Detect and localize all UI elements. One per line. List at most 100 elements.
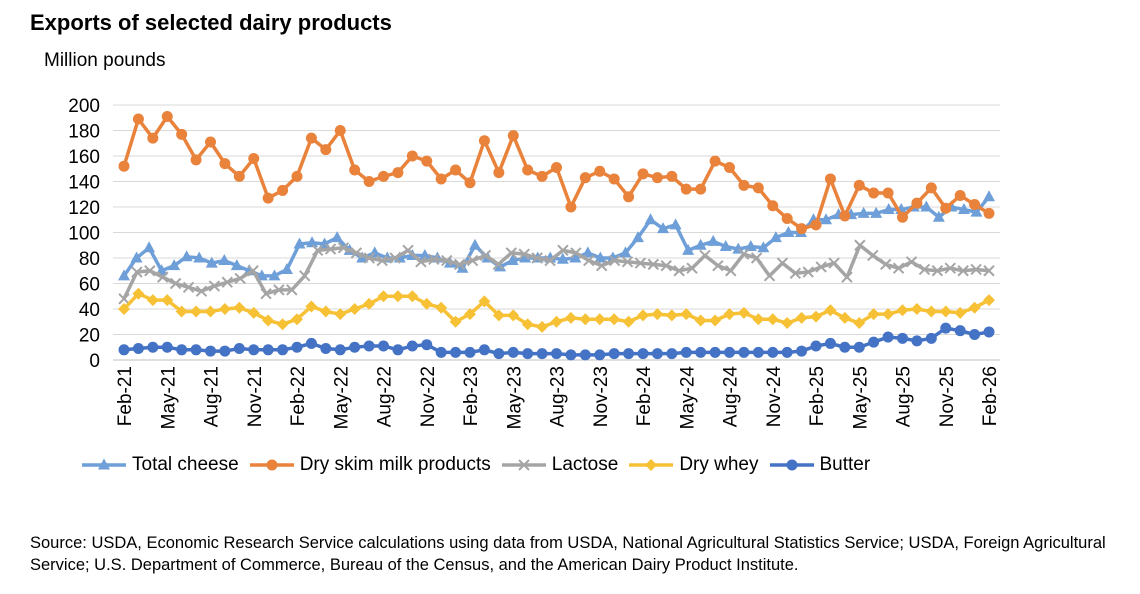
data-point (118, 293, 130, 305)
data-point (920, 200, 933, 212)
data-point (637, 309, 649, 322)
data-point (118, 344, 130, 356)
y-tick-label: 200 (68, 96, 100, 117)
data-point (665, 309, 678, 322)
data-point (910, 303, 923, 315)
data-point (377, 290, 390, 303)
data-point (147, 132, 159, 144)
data-point (277, 344, 289, 356)
series-line (122, 195, 991, 278)
data-point (531, 252, 543, 264)
data-point (334, 125, 346, 136)
legend-item: Dry whey (627, 454, 759, 476)
data-point (363, 340, 375, 352)
data-point (712, 259, 724, 272)
data-point (637, 168, 649, 180)
data-point (320, 144, 332, 156)
legend-label: Dry skim milk products (299, 454, 491, 475)
data-point (208, 280, 221, 292)
data-point (205, 136, 216, 148)
data-point (932, 210, 945, 222)
data-point (824, 304, 837, 317)
x-tick-label: May-22 (331, 366, 352, 429)
data-point (144, 265, 156, 277)
y-axis-label: Million pounds (44, 50, 166, 71)
data-point (828, 257, 840, 269)
data-point (262, 192, 274, 204)
data-point (157, 271, 169, 283)
data-point (161, 110, 173, 122)
x-tick-label: Nov-25 (937, 366, 958, 427)
x-tick-label: Feb-24 (634, 366, 655, 427)
data-point (868, 336, 880, 348)
data-point (392, 344, 404, 356)
data-point (939, 305, 952, 318)
data-point (479, 249, 492, 262)
data-point (957, 203, 970, 215)
data-point (169, 277, 182, 290)
data-point (694, 238, 707, 250)
data-point (493, 167, 505, 179)
data-point (651, 308, 664, 321)
legend-label: Lactose (551, 454, 619, 475)
data-point (421, 155, 433, 167)
legend-swatch (249, 459, 294, 471)
data-point (752, 313, 765, 326)
x-tick-label: Feb-25 (807, 366, 828, 426)
data-point (608, 173, 620, 185)
data-point (450, 164, 462, 176)
data-point (176, 128, 188, 140)
data-point (882, 308, 895, 321)
data-point (608, 254, 621, 267)
data-point (418, 248, 431, 260)
data-point (810, 340, 822, 352)
data-point (492, 258, 505, 271)
data-point (536, 320, 549, 333)
data-point (669, 218, 682, 230)
data-point (350, 247, 363, 259)
data-point (796, 223, 808, 235)
data-point (415, 256, 427, 268)
data-point (631, 231, 644, 243)
data-point (744, 240, 757, 252)
data-point (725, 265, 737, 277)
data-point (161, 294, 174, 307)
data-point (750, 252, 763, 264)
data-point (623, 348, 635, 360)
data-point (789, 267, 802, 280)
legend-marker (518, 459, 530, 471)
data-point (724, 161, 735, 173)
data-point (450, 346, 462, 358)
data-point (867, 308, 880, 321)
x-tick-label: Aug-21 (202, 366, 223, 427)
data-point (673, 265, 685, 277)
data-point (651, 172, 663, 184)
data-point (421, 339, 433, 351)
data-point (324, 243, 337, 255)
data-point (569, 251, 582, 263)
data-point (175, 305, 188, 318)
data-point (752, 182, 764, 194)
data-point (724, 346, 735, 358)
data-point (619, 246, 632, 258)
data-point (680, 308, 693, 321)
data-point (666, 348, 678, 360)
y-tick-label: 40 (79, 300, 100, 321)
data-point (262, 344, 274, 356)
data-point (738, 179, 750, 191)
data-point (570, 247, 582, 259)
data-point (867, 249, 879, 262)
data-point (428, 253, 440, 265)
data-point (776, 257, 789, 269)
data-point (522, 164, 534, 176)
data-point (968, 301, 981, 314)
legend-swatch (501, 459, 546, 471)
data-point (940, 202, 952, 214)
data-point (983, 326, 995, 338)
data-point (723, 308, 736, 321)
data-point (550, 315, 563, 328)
y-tick-label: 20 (79, 326, 100, 347)
data-point (969, 198, 981, 210)
data-point (647, 258, 660, 271)
legend-marker (786, 459, 797, 471)
